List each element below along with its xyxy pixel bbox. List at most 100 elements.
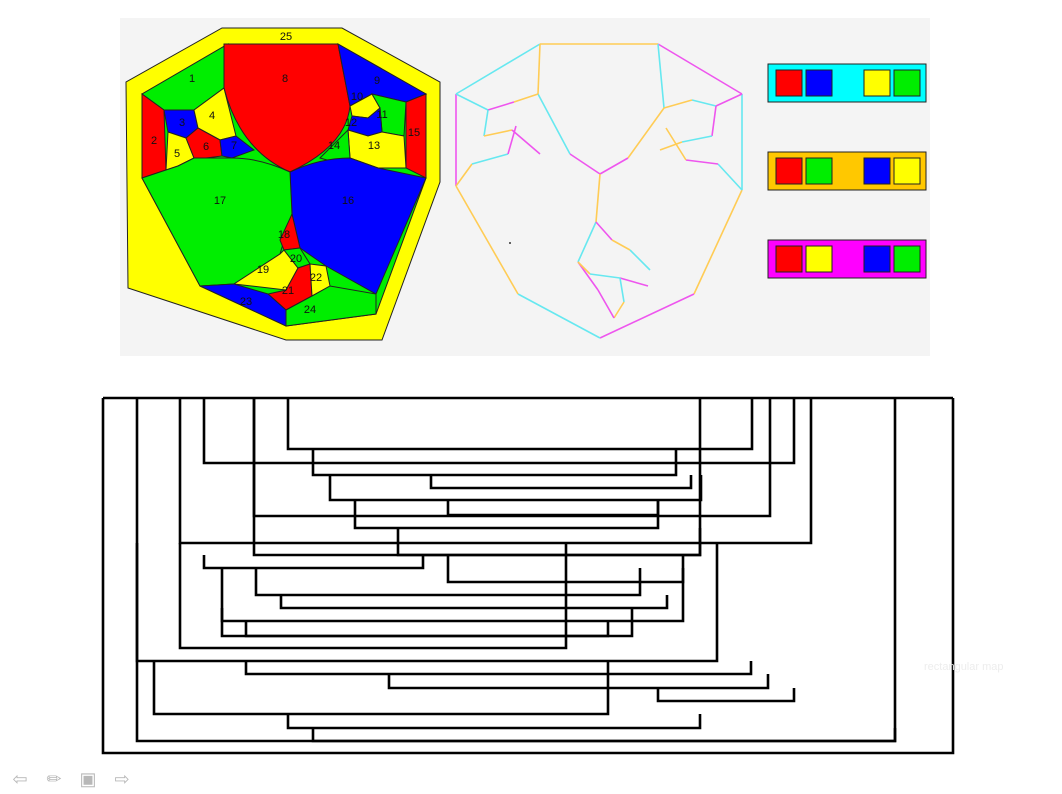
bracket-9	[429, 475, 693, 490]
bracket-17	[254, 568, 642, 597]
map-face-label-1: 1	[189, 73, 195, 85]
outline-edge	[577, 221, 597, 263]
map-face-label-10: 10	[351, 91, 363, 103]
color-swatch-red	[775, 69, 803, 97]
map-face-label-21: 21	[282, 285, 294, 297]
bracket-1	[101, 398, 955, 755]
color-swatch-red	[775, 157, 803, 185]
map-face-label-19: 19	[257, 264, 269, 276]
bracket-6	[286, 398, 754, 451]
bracket-13	[252, 398, 702, 557]
map-face-label-8: 8	[282, 73, 288, 85]
kempe-chain-outline	[455, 43, 743, 339]
outline-edge	[715, 93, 743, 107]
map-face-label-25: 25	[280, 31, 292, 43]
map-face-label-3: 3	[179, 117, 185, 129]
map-face-label-20: 20	[290, 253, 302, 265]
outline-edge	[537, 43, 541, 95]
outline-edge	[663, 99, 693, 109]
bracket-18	[279, 595, 669, 610]
center-dot	[509, 242, 511, 244]
color-pair-keys	[767, 63, 927, 279]
outline-edge	[665, 127, 687, 161]
map-face-label-9: 9	[374, 75, 380, 87]
bracket-23	[244, 661, 753, 676]
bracket-24	[387, 674, 770, 690]
map-face-label-5: 5	[174, 148, 180, 160]
map-face-label-13: 13	[368, 140, 380, 152]
outline-edge	[455, 185, 519, 295]
map-face-17	[141, 157, 293, 287]
bracket-28	[311, 728, 897, 743]
color-swatch-red	[775, 245, 803, 273]
map-face-label-7: 7	[231, 140, 237, 152]
outline-edge	[595, 221, 613, 241]
bracket-21	[178, 543, 568, 650]
slide-navigation: ⇦ ✏ ▣ ⇨	[8, 766, 134, 792]
outline-edge	[471, 153, 509, 165]
color-swatch-blue	[863, 245, 891, 273]
map-face-label-14: 14	[328, 140, 340, 152]
bracket-25	[152, 661, 610, 716]
outline-edge	[659, 141, 683, 151]
outline-edge	[455, 43, 541, 95]
outline-edge	[685, 159, 719, 165]
outline-edge	[577, 261, 599, 291]
outline-edge	[711, 105, 717, 137]
map-face-label-2: 2	[151, 135, 157, 147]
map-face-label-18: 18	[278, 229, 290, 241]
outline-edge	[619, 277, 625, 303]
bracket-5	[252, 398, 772, 518]
color-key-1	[767, 63, 927, 103]
bracket-7	[311, 449, 678, 477]
map-face-label-23: 23	[240, 296, 252, 308]
map-face-label-16: 16	[342, 195, 354, 207]
outline-edge	[627, 107, 665, 159]
outline-edge	[657, 43, 743, 95]
map-face-label-11: 11	[376, 109, 387, 121]
arrow-left-icon[interactable]: ⇦	[12, 768, 28, 789]
color-key-3	[767, 239, 927, 279]
bracket-12	[396, 528, 702, 557]
map-face-label-6: 6	[203, 141, 209, 153]
bracket-11	[446, 500, 660, 517]
bracket-16	[220, 568, 685, 623]
map-face-label-17: 17	[214, 195, 226, 207]
map-face-16	[289, 157, 427, 295]
outline-edge	[595, 173, 601, 223]
outline-edge	[455, 93, 489, 111]
arrow-right-icon[interactable]: ⇨	[114, 768, 130, 789]
outline-edge	[657, 43, 665, 109]
ghost-caption: rectangular map	[924, 661, 1004, 673]
outline-edge	[681, 135, 713, 143]
slides-icon[interactable]: ▣	[79, 768, 97, 789]
color-swatch-yellow	[863, 69, 891, 97]
outline-edge	[717, 163, 743, 191]
outline-edge	[629, 249, 651, 271]
outline-edge	[455, 163, 473, 187]
outline-edge	[611, 239, 631, 251]
outline-edge	[483, 129, 513, 137]
outline-edge	[513, 93, 539, 103]
map-face-24	[285, 285, 377, 327]
color-swatch-blue	[805, 69, 833, 97]
bracket-20	[244, 621, 610, 638]
outline-edge	[691, 99, 717, 107]
outline-edge	[569, 153, 601, 175]
pen-icon[interactable]: ✏	[46, 768, 62, 789]
color-swatch-yellow	[893, 157, 921, 185]
color-key-2	[767, 151, 927, 191]
bracket-26	[656, 688, 796, 703]
map-face-label-22: 22	[310, 272, 322, 284]
outline-edge	[517, 293, 601, 339]
map-face-7	[219, 135, 256, 159]
map-face-23	[199, 283, 287, 327]
map-panel: 1 2 3 4 5 6 7 8 9 10 11 12 13 14 15 16 17 18 19 20 21 22 23 24 2…	[120, 18, 930, 356]
outline-edge	[487, 101, 515, 111]
bracket-4	[202, 398, 796, 465]
color-swatch-yellow	[805, 245, 833, 273]
outline-edge	[577, 261, 591, 275]
color-swatch-green	[893, 69, 921, 97]
